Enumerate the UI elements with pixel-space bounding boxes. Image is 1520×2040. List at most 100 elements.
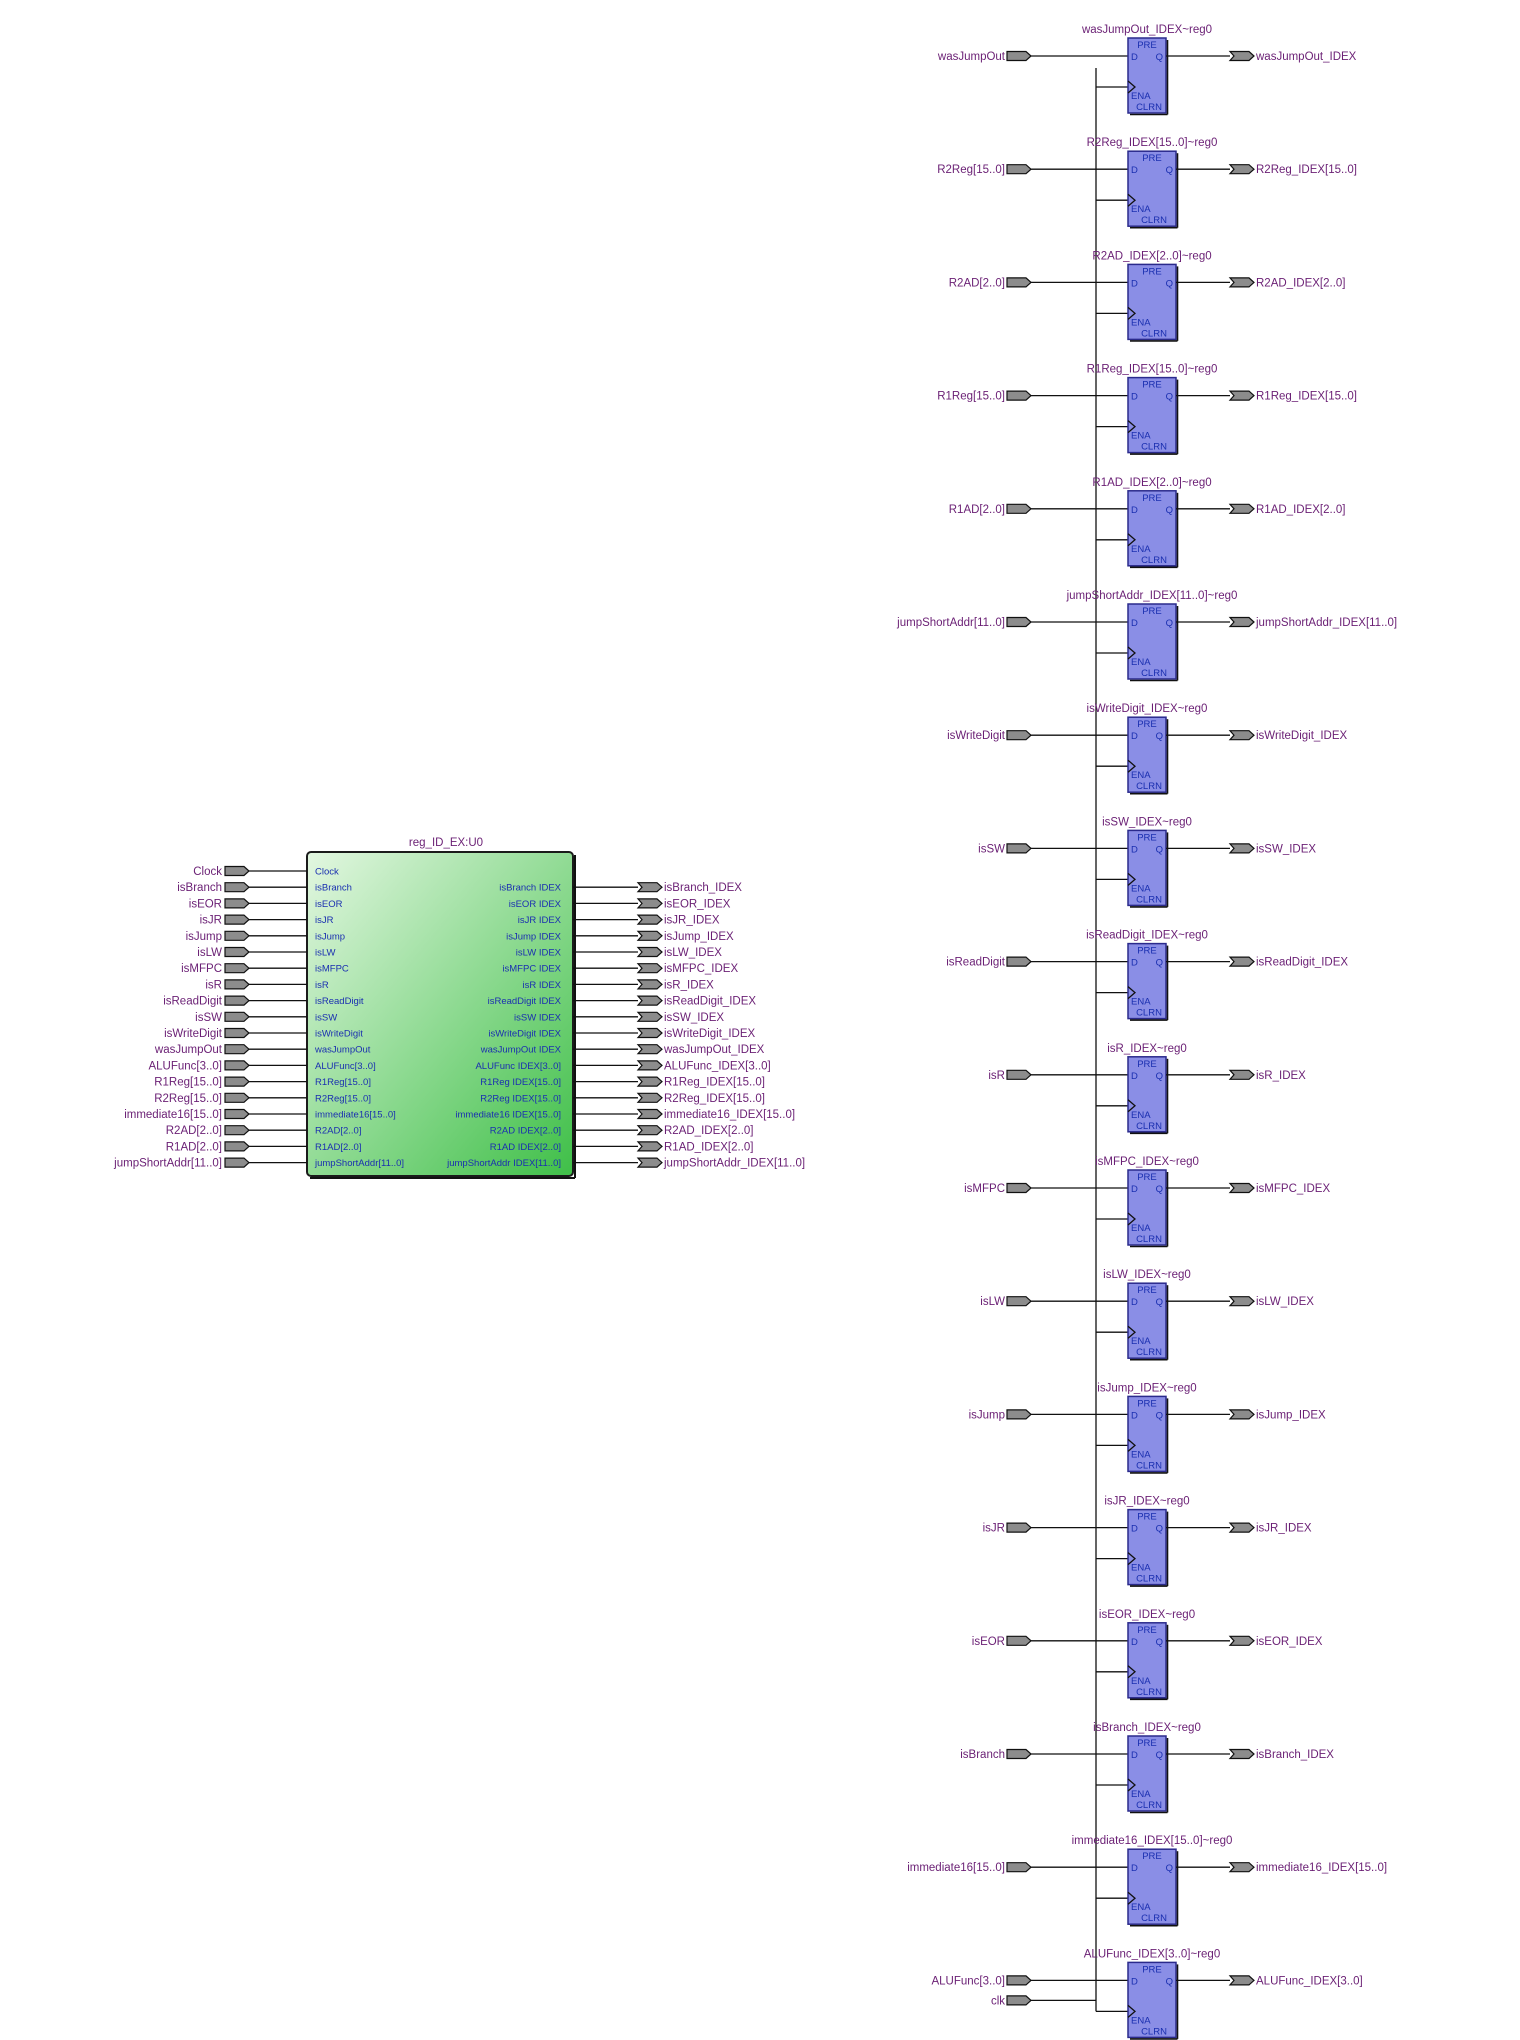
output-port-icon: [1228, 50, 1255, 62]
clock-edge-icon: [1127, 986, 1136, 1000]
module-output-pin: jumpShortAddr IDEX[11..0]: [446, 1158, 561, 1169]
register-title: isMFPC_IDEX~reg0: [1095, 1156, 1199, 1168]
clock-edge-icon: [1127, 1325, 1136, 1339]
input-port-icon: [224, 946, 250, 958]
module-input-label: isR: [205, 979, 222, 991]
flipflop-q-label: Q: [1156, 1071, 1163, 1082]
register-title: wasJumpOut_IDEX~reg0: [1081, 24, 1212, 36]
output-port-icon: [636, 1092, 663, 1103]
module-output-label: R2AD_IDEX[2..0]: [664, 1125, 753, 1137]
module-output-pin: isReadDigit IDEX: [488, 996, 562, 1007]
input-port-icon: [1006, 1069, 1032, 1080]
module-input-label: wasJumpOut: [154, 1044, 223, 1056]
flipflop-block: [1127, 1395, 1167, 1473]
output-port-icon: [1228, 1296, 1255, 1307]
register-title: isSW_IDEX~reg0: [1102, 816, 1192, 828]
flipflop-pre-label: PRE: [1142, 1964, 1162, 1975]
output-port-icon: [1228, 1635, 1255, 1646]
module-input-label: isBranch: [177, 882, 222, 894]
module-input-pin: R1Reg[15..0]: [315, 1077, 371, 1088]
module-output-pin: isWriteDigit IDEX: [488, 1029, 561, 1040]
module-input-label: isMFPC: [181, 963, 222, 975]
module-input-label: R2AD[2..0]: [166, 1125, 222, 1137]
module-output-label: immediate16_IDEX[15..0]: [664, 1109, 795, 1121]
input-port-icon: [224, 963, 250, 974]
module-input-label: isSW: [195, 1012, 222, 1024]
output-port-icon: [636, 898, 663, 909]
module-instance-title: reg_ID_EX:U0: [409, 837, 483, 849]
register-output-label: R1Reg_IDEX[15..0]: [1256, 391, 1357, 403]
register-title: isReadDigit_IDEX~reg0: [1086, 930, 1208, 942]
flipflop-pre-label: PRE: [1137, 1625, 1157, 1636]
output-port-icon: [1228, 1748, 1255, 1760]
input-port-icon: [224, 995, 250, 1006]
clock-input-port-icon: [1006, 1995, 1032, 2006]
output-port-icon: [636, 930, 663, 941]
module-input-label: R1Reg[15..0]: [154, 1077, 222, 1089]
clock-edge-icon: [1127, 1891, 1136, 1905]
flipflop-ena-label: ENA: [1131, 1676, 1151, 1687]
flipflop-clrn-label: CLRN: [1136, 1008, 1162, 1019]
register-output-label: R1AD_IDEX[2..0]: [1256, 504, 1345, 516]
flipflop-pre-label: PRE: [1137, 1512, 1157, 1523]
output-port-icon: [636, 1011, 663, 1022]
output-port-icon: [636, 995, 663, 1006]
register-title: isWriteDigit_IDEX~reg0: [1087, 703, 1208, 715]
flipflop-ena-label: ENA: [1131, 1223, 1151, 1234]
register-title: R2Reg_IDEX[15..0]~reg0: [1087, 137, 1218, 149]
register-title: immediate16_IDEX[15..0]~reg0: [1072, 1835, 1233, 1847]
output-port-icon: [1228, 390, 1255, 401]
input-port-icon: [1006, 50, 1032, 62]
register-input-label: isMFPC: [964, 1183, 1005, 1195]
module-input-label: isWriteDigit: [164, 1028, 223, 1040]
module-output-label: isMFPC_IDEX: [664, 963, 738, 975]
flipflop-ena-label: ENA: [1131, 431, 1151, 442]
flipflop-block: [1127, 603, 1177, 680]
input-port-icon: [224, 1076, 250, 1087]
module-output-label: wasJumpOut_IDEX: [663, 1044, 765, 1056]
module-input-pin: isMFPC: [315, 964, 349, 975]
clock-edge-icon: [1127, 420, 1136, 434]
flipflop-q-label: Q: [1156, 1184, 1163, 1195]
flipflop-ena-label: ENA: [1131, 544, 1151, 555]
flipflop-d-label: D: [1131, 278, 1138, 289]
flipflop-q-label: Q: [1166, 1976, 1173, 1987]
flipflop-d-label: D: [1131, 1750, 1138, 1761]
input-port-icon: [224, 930, 250, 941]
flipflop-clrn-label: CLRN: [1141, 555, 1167, 566]
clock-edge-icon: [1127, 1099, 1136, 1113]
flipflop-clrn-label: CLRN: [1141, 215, 1167, 226]
input-port-icon: [224, 865, 250, 877]
output-port-icon: [636, 963, 663, 974]
clock-edge-icon: [1127, 1778, 1136, 1792]
flipflop-ena-label: ENA: [1131, 1110, 1151, 1121]
flipflop-block: [1127, 716, 1167, 793]
flipflop-q-label: Q: [1156, 1637, 1163, 1648]
register-title: isJR_IDEX~reg0: [1104, 1496, 1189, 1508]
clock-edge-icon: [1127, 533, 1136, 547]
module-output-label: isJump_IDEX: [664, 931, 734, 943]
register-title: isEOR_IDEX~reg0: [1099, 1609, 1195, 1621]
clock-edge-icon: [1127, 193, 1136, 207]
clock-edge-icon: [1127, 80, 1136, 94]
flipflop-d-label: D: [1131, 1071, 1138, 1082]
output-port-icon: [636, 1141, 663, 1152]
module-output-pin: isSW IDEX: [514, 1012, 562, 1023]
flipflop-clrn-label: CLRN: [1141, 328, 1167, 339]
register-output-label: isSW_IDEX: [1256, 843, 1316, 855]
input-port-icon: [1006, 730, 1032, 741]
flipflop-clrn-label: CLRN: [1141, 442, 1167, 453]
clock-edge-icon: [1127, 872, 1136, 886]
register-title: isLW_IDEX~reg0: [1103, 1269, 1191, 1281]
flipflop-pre-label: PRE: [1137, 1738, 1157, 1749]
output-port-icon: [636, 979, 663, 990]
module-output-pin: ALUFunc IDEX[3..0]: [475, 1061, 561, 1072]
register-input-label: R1Reg[15..0]: [937, 391, 1005, 403]
output-port-icon: [636, 946, 663, 958]
module-output-label: isJR_IDEX: [664, 915, 720, 927]
flipflop-d-label: D: [1131, 1524, 1138, 1535]
flipflop-ena-label: ENA: [1131, 1902, 1151, 1913]
module-input-pin: ALUFunc[3..0]: [315, 1061, 376, 1072]
register-input-label: R2AD[2..0]: [949, 277, 1005, 289]
